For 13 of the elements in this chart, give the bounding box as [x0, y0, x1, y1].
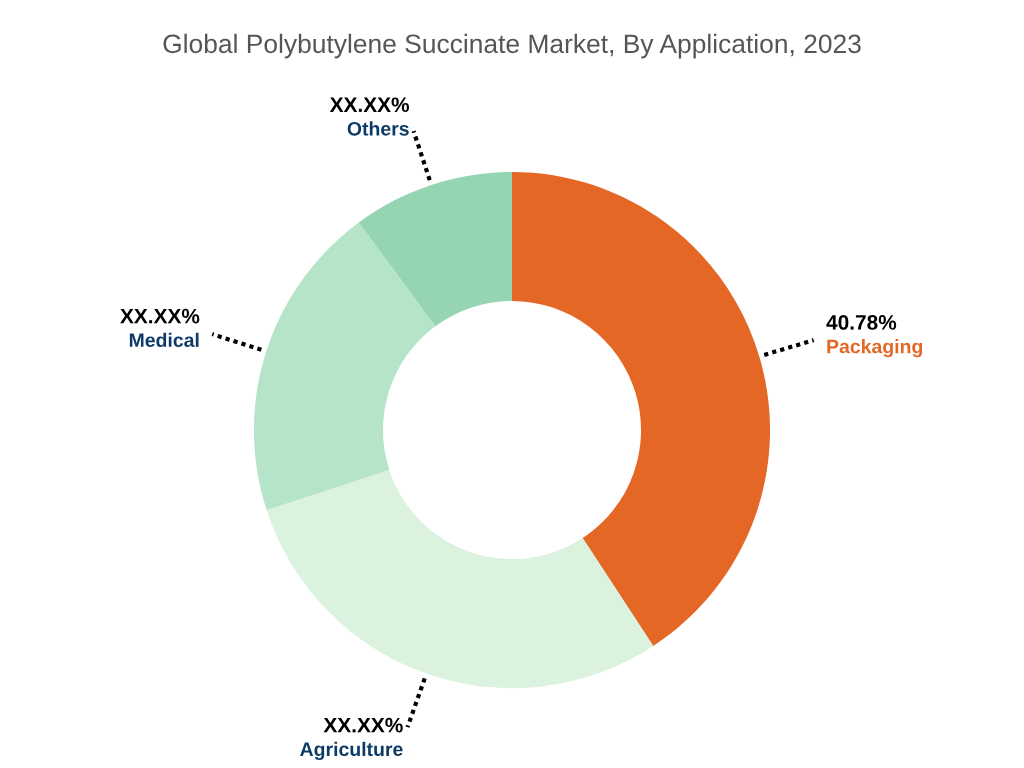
slice-label: Packaging	[827, 339, 923, 358]
donut-slice	[512, 172, 770, 647]
slice-label: Medical	[129, 332, 199, 348]
data-label: 40.78%	[826, 315, 897, 330]
data-label: XX.XX%	[329, 97, 409, 113]
donut-slice	[358, 172, 512, 327]
donut-slice	[253, 222, 436, 511]
data-label: XX.XX%	[120, 308, 200, 324]
slice-label: Agriculture	[300, 741, 403, 761]
data-label: XX.XX%	[323, 717, 403, 733]
slice-label: Others	[347, 121, 409, 136]
donut-slice	[266, 470, 654, 689]
chart-title: Global Polybutylene Succinate Market, By Application, 2023	[163, 33, 861, 59]
